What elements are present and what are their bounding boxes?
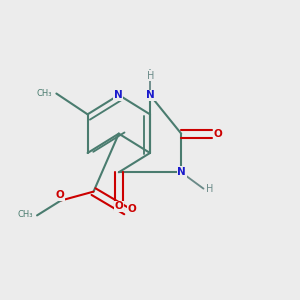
Text: O: O xyxy=(56,190,64,200)
Text: CH₃: CH₃ xyxy=(36,89,52,98)
Text: N: N xyxy=(114,90,123,100)
Text: O: O xyxy=(127,204,136,214)
Text: H: H xyxy=(147,71,154,81)
Text: CH₃: CH₃ xyxy=(17,210,33,219)
Text: O: O xyxy=(214,129,223,139)
Text: N: N xyxy=(146,90,155,100)
Text: O: O xyxy=(114,202,123,212)
Text: H: H xyxy=(206,184,214,194)
Text: N: N xyxy=(177,167,186,177)
